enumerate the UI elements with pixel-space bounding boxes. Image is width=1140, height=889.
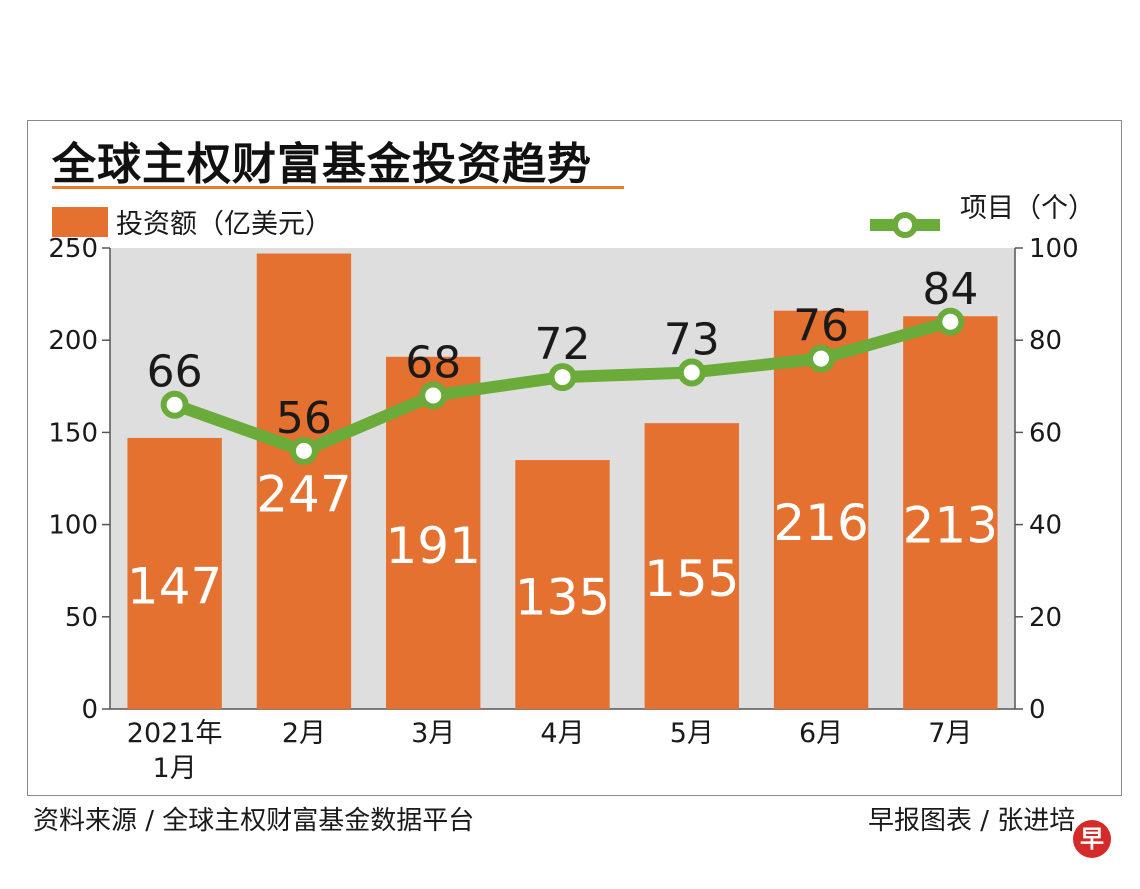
bar <box>256 253 352 710</box>
x-tick-label: 3月 <box>411 718 455 749</box>
line-value-label: 68 <box>405 338 461 389</box>
chart-title: 全球主权财富基金投资趋势 <box>52 139 592 190</box>
line-point <box>936 307 965 336</box>
y-right-tick-label: 80 <box>1029 326 1062 356</box>
bar-value-label: 216 <box>773 494 868 552</box>
line-point <box>548 363 577 392</box>
line-value-label: 66 <box>147 347 203 398</box>
y-left-tick-label: 0 <box>81 695 98 725</box>
source-note: 资料来源 / 全球主权财富基金数据平台 <box>33 806 475 836</box>
bar <box>773 310 869 709</box>
line-point <box>289 436 318 465</box>
x-tick-label: 5月 <box>670 718 714 749</box>
x-tick-label: 6月 <box>799 718 843 749</box>
line-value-label: 84 <box>922 264 978 315</box>
chart-frame <box>27 120 1122 796</box>
bar <box>644 423 739 709</box>
bar <box>127 437 222 709</box>
line-value-label: 72 <box>535 319 591 370</box>
x-tick-label: 4月 <box>540 718 584 749</box>
legend-line-label: 项目（个） <box>960 193 1095 224</box>
y-right-tick-label: 20 <box>1029 603 1062 633</box>
x-tick-label: 2021年 1月 <box>127 718 223 784</box>
y-left-tick-label: 200 <box>48 326 98 356</box>
bar-value-label: 155 <box>644 550 739 608</box>
y-left-tick-label: 50 <box>65 603 98 633</box>
bar <box>903 316 998 709</box>
legend-bar-label: 投资额（亿美元） <box>116 209 332 240</box>
line-point <box>160 390 189 419</box>
line-value-label: 73 <box>664 314 720 365</box>
line-value-label: 76 <box>793 301 849 352</box>
bar-value-label: 135 <box>515 569 610 627</box>
line-point <box>419 381 448 410</box>
y-right-tick-label: 0 <box>1029 695 1046 725</box>
y-right-tick-label: 60 <box>1029 418 1062 448</box>
line-value-label: 56 <box>276 393 332 444</box>
bar-value-label: 147 <box>127 557 222 615</box>
legend-line-marker <box>892 212 918 238</box>
brand-badge: 早 <box>1073 820 1111 858</box>
y-right-tick-label: 40 <box>1029 511 1062 541</box>
line-point <box>677 358 706 387</box>
bar-value-label: 247 <box>256 465 351 523</box>
y-left-tick-label: 150 <box>48 418 98 448</box>
bar-value-label: 191 <box>385 517 480 575</box>
x-tick-label: 2月 <box>282 718 326 749</box>
credit-note: 早报图表 / 张进培 <box>868 806 1076 836</box>
y-left-tick-label: 100 <box>48 511 98 541</box>
legend-bar-swatch <box>52 207 108 237</box>
x-tick-label: 7月 <box>928 718 972 749</box>
line-point <box>807 344 836 373</box>
y-right-tick-label: 100 <box>1029 234 1079 264</box>
title-underline <box>52 186 624 189</box>
bar <box>515 460 610 709</box>
bar-value-label: 213 <box>903 497 998 555</box>
y-left-tick-label: 250 <box>48 234 98 264</box>
